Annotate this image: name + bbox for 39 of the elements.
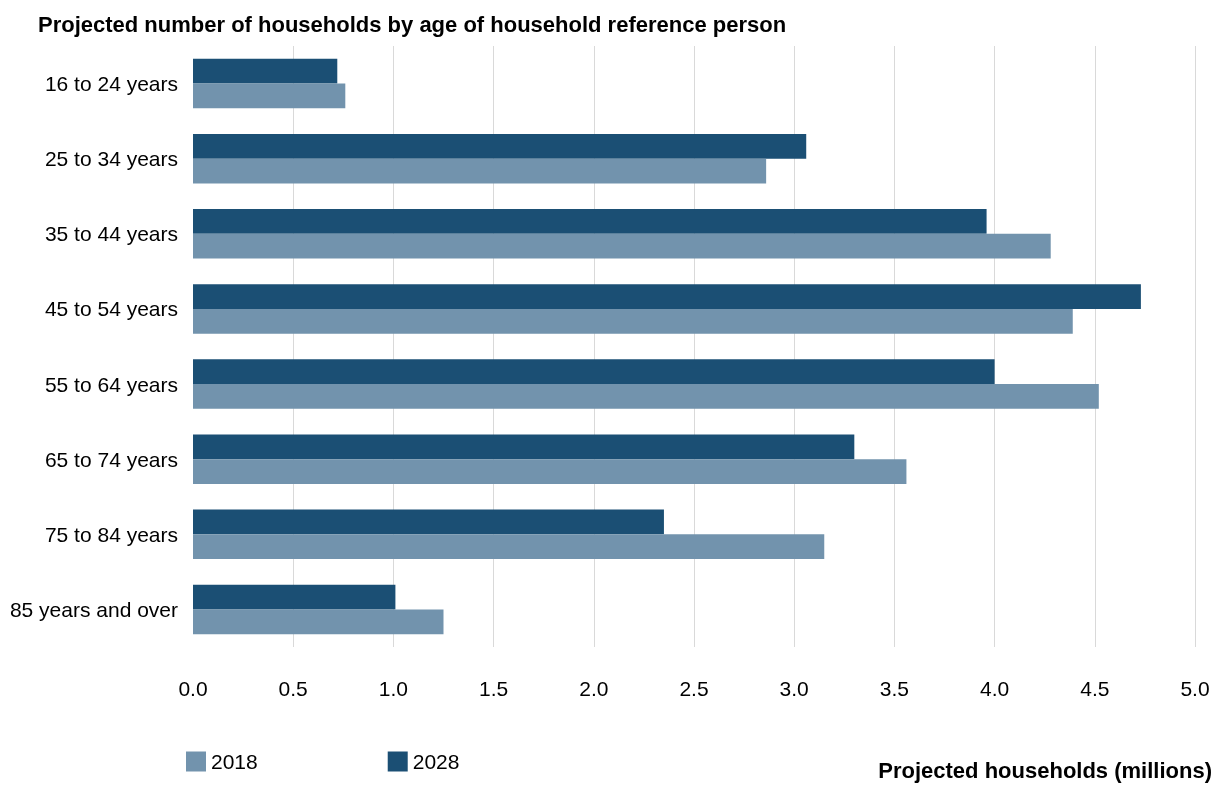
bar [193, 384, 1099, 409]
bar [193, 233, 1051, 259]
x-axis-title: Projected households (millions) [878, 757, 1212, 783]
y-tick-label: 75 to 84 years [44, 522, 178, 546]
x-tick-label: 4.5 [1080, 677, 1110, 700]
x-tick-label: 2.5 [679, 677, 709, 700]
bar [193, 158, 767, 184]
x-tick-label: 1.5 [479, 677, 509, 700]
legend-label: 2018 [211, 750, 258, 773]
x-tick-label: 4.0 [980, 677, 1010, 700]
x-tick-label: 3.0 [779, 677, 809, 700]
legend-label: 2028 [412, 750, 460, 773]
y-tick-label: 85 years and over [9, 597, 178, 621]
bar [193, 284, 1141, 309]
bar [193, 584, 396, 610]
x-tick-label: 5.0 [1180, 677, 1210, 700]
bar [193, 434, 855, 460]
y-tick-label: 35 to 44 years [44, 222, 178, 246]
x-tick-label: 0.5 [278, 677, 308, 700]
x-tick-label: 1.0 [378, 677, 408, 700]
y-tick-label: 25 to 34 years [44, 147, 178, 171]
bar [193, 359, 995, 385]
bar [193, 308, 1073, 334]
x-tick-label: 0.0 [178, 677, 208, 700]
bar [193, 133, 807, 159]
bar [193, 534, 825, 560]
chart-title: Projected number of households by age of household reference person [38, 11, 787, 37]
bar [193, 509, 664, 535]
x-tick-label: 3.5 [879, 677, 909, 700]
y-tick-label: 16 to 24 years [44, 72, 178, 96]
y-tick-label: 45 to 54 years [44, 297, 178, 321]
x-tick-label: 2.0 [579, 677, 609, 700]
y-tick-label: 65 to 74 years [44, 447, 178, 471]
y-tick-label: 55 to 64 years [44, 372, 178, 396]
bar [193, 58, 338, 84]
bar [193, 609, 444, 635]
bar [193, 83, 346, 109]
bar [193, 209, 987, 234]
bar [193, 459, 907, 484]
